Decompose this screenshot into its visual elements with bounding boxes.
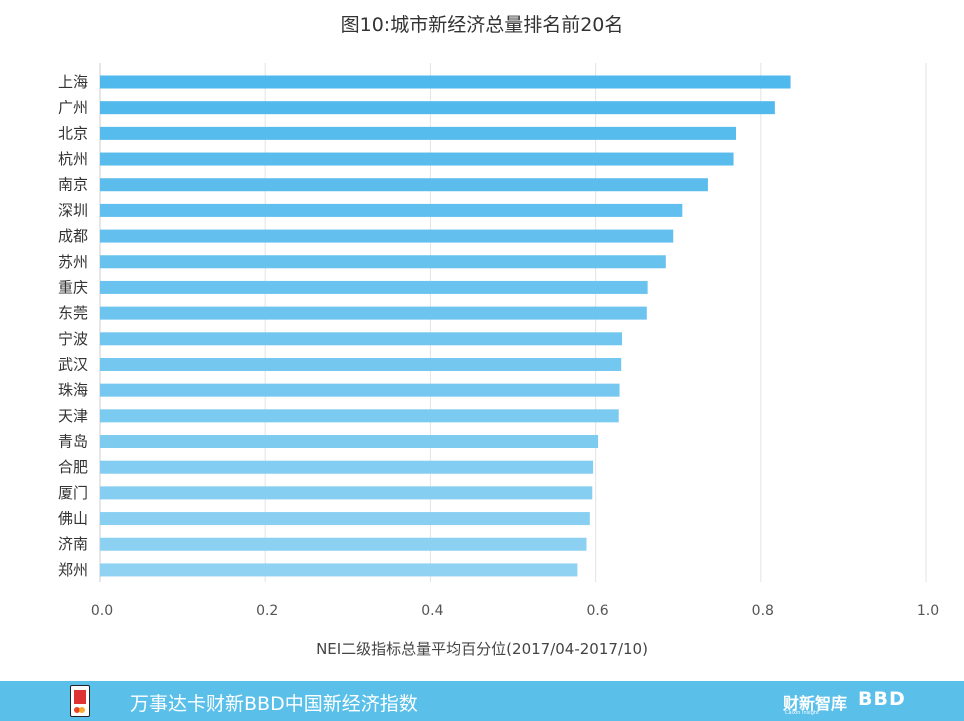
x-axis-label: NEI二级指标总量平均百分位(2017/04-2017/10) [316, 640, 648, 658]
y-category-label: 武汉 [58, 355, 88, 373]
y-category-label: 青岛 [58, 433, 88, 451]
caixin-insight-subtitle: Caixin Insight [785, 710, 819, 716]
bbd-logo: BBD [858, 688, 906, 710]
x-tick-label: 0.4 [421, 603, 443, 619]
bar-7 [100, 229, 674, 243]
mastercard-card-icon [70, 685, 90, 717]
bar-18 [100, 512, 590, 526]
bar-17 [100, 486, 593, 500]
footer-banner: 万事达卡财新BBD中国新经济指数 财新智库 Caixin Insight BBD [0, 681, 964, 721]
bar-6 [100, 203, 683, 217]
x-tick-label: 1.0 [917, 603, 939, 619]
bar-5 [100, 178, 708, 192]
bar-8 [100, 255, 666, 269]
bar-12 [100, 357, 622, 371]
y-category-label: 合肥 [58, 458, 88, 476]
caixin-insight-logo: 财新智库 [783, 694, 848, 713]
bar-20 [100, 563, 578, 577]
bar-11 [100, 332, 623, 346]
y-category-label: 南京 [58, 176, 88, 194]
footer-index-name: 万事达卡财新BBD中国新经济指数 [130, 693, 418, 715]
y-category-label: 济南 [58, 535, 88, 553]
y-category-label: 厦门 [58, 484, 88, 502]
bar-4 [100, 152, 734, 166]
y-category-label: 上海 [58, 73, 88, 91]
y-category-label: 苏州 [58, 253, 88, 271]
bar-9 [100, 280, 648, 294]
bar-14 [100, 409, 619, 423]
x-tick-label: 0.8 [752, 603, 774, 619]
y-category-label: 东莞 [58, 304, 88, 322]
bar-1 [100, 75, 791, 89]
y-category-label: 佛山 [58, 510, 88, 528]
y-category-label: 广州 [58, 99, 88, 117]
bar-chart: 0.0 0.2 0.4 0.6 0.8 1.0 上海广州北京杭州南京深圳成都苏州重庆东莞宁波… [58, 63, 939, 619]
bar-2 [100, 101, 775, 115]
y-category-label: 重庆 [58, 278, 88, 296]
bar-3 [100, 126, 737, 140]
y-category-label: 深圳 [58, 201, 88, 219]
x-tick-label: 0.0 [91, 603, 113, 619]
y-category-label: 宁波 [58, 330, 88, 348]
x-tick-label: 0.6 [586, 603, 608, 619]
y-category-label: 北京 [58, 124, 88, 142]
y-category-label: 郑州 [58, 561, 88, 579]
y-category-label: 珠海 [58, 381, 88, 399]
x-tick-label: 0.2 [256, 603, 278, 619]
y-category-label: 杭州 [58, 150, 88, 168]
chart-title: 图10:城市新经济总量排名前20名 [340, 14, 624, 36]
bar-19 [100, 537, 587, 551]
bar-13 [100, 383, 620, 397]
y-category-label: 成都 [58, 227, 88, 245]
y-category-label: 天津 [58, 407, 88, 425]
bar-16 [100, 460, 594, 474]
bar-15 [100, 435, 599, 449]
bar-10 [100, 306, 647, 320]
